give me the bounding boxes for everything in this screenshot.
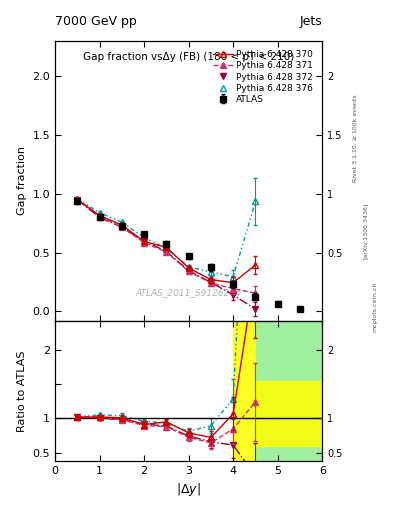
Y-axis label: Gap fraction: Gap fraction — [17, 146, 27, 216]
Pythia 6.428 372 — [119, 224, 124, 230]
Line: Pythia 6.428 376: Pythia 6.428 376 — [74, 195, 259, 280]
Pythia 6.428 370 — [253, 262, 258, 268]
Pythia 6.428 371 — [119, 224, 124, 230]
Pythia 6.428 376 — [97, 209, 102, 216]
Pythia 6.428 370 — [119, 222, 124, 228]
Pythia 6.428 371 — [186, 268, 191, 274]
Line: Pythia 6.428 370: Pythia 6.428 370 — [74, 196, 259, 286]
Pythia 6.428 372 — [253, 306, 258, 312]
Pythia 6.428 371 — [209, 280, 213, 286]
Pythia 6.428 370 — [164, 244, 169, 250]
Text: Gap fraction vsΔy (FB) (180 < pT < 210): Gap fraction vsΔy (FB) (180 < pT < 210) — [83, 52, 294, 62]
Text: Jets: Jets — [299, 15, 322, 28]
Pythia 6.428 376 — [142, 234, 147, 241]
Text: Rivet 3.1.10, ≥ 100k events: Rivet 3.1.10, ≥ 100k events — [353, 94, 358, 182]
Pythia 6.428 371 — [164, 249, 169, 255]
Pythia 6.428 372 — [186, 267, 191, 273]
Pythia 6.428 372 — [142, 238, 147, 244]
Pythia 6.428 370 — [75, 197, 80, 203]
Pythia 6.428 371 — [142, 240, 147, 246]
Pythia 6.428 376 — [119, 219, 124, 225]
Pythia 6.428 376 — [231, 274, 235, 280]
Pythia 6.428 372 — [231, 292, 235, 298]
Pythia 6.428 376 — [253, 199, 258, 205]
Pythia 6.428 371 — [231, 286, 235, 292]
Pythia 6.428 370 — [142, 239, 147, 245]
Pythia 6.428 372 — [97, 215, 102, 221]
Line: Pythia 6.428 371: Pythia 6.428 371 — [74, 196, 259, 296]
Text: [arXiv:1306.3436]: [arXiv:1306.3436] — [363, 202, 368, 259]
Legend: Pythia 6.428 370, Pythia 6.428 371, Pythia 6.428 372, Pythia 6.428 376, ATLAS: Pythia 6.428 370, Pythia 6.428 371, Pyth… — [211, 48, 315, 106]
Text: 7000 GeV pp: 7000 GeV pp — [55, 15, 137, 28]
Bar — [233, 321, 255, 461]
Pythia 6.428 372 — [209, 280, 213, 286]
Pythia 6.428 370 — [97, 212, 102, 219]
Bar — [255, 321, 322, 461]
Pythia 6.428 376 — [164, 245, 169, 251]
Pythia 6.428 376 — [186, 264, 191, 270]
Text: ATLAS_2011_S9126244: ATLAS_2011_S9126244 — [136, 288, 242, 297]
Pythia 6.428 370 — [209, 276, 213, 283]
Bar — [255, 380, 322, 446]
Pythia 6.428 376 — [75, 196, 80, 202]
Line: Pythia 6.428 372: Pythia 6.428 372 — [74, 196, 259, 312]
Pythia 6.428 372 — [164, 248, 169, 254]
Pythia 6.428 371 — [97, 212, 102, 219]
Y-axis label: Ratio to ATLAS: Ratio to ATLAS — [17, 350, 27, 432]
Pythia 6.428 371 — [253, 290, 258, 296]
X-axis label: $|\Delta y|$: $|\Delta y|$ — [176, 481, 201, 498]
Pythia 6.428 372 — [75, 197, 80, 203]
Text: mcplots.cern.ch: mcplots.cern.ch — [373, 282, 378, 332]
Pythia 6.428 371 — [75, 196, 80, 202]
Pythia 6.428 370 — [231, 280, 235, 286]
Pythia 6.428 376 — [209, 269, 213, 275]
Pythia 6.428 370 — [186, 265, 191, 271]
